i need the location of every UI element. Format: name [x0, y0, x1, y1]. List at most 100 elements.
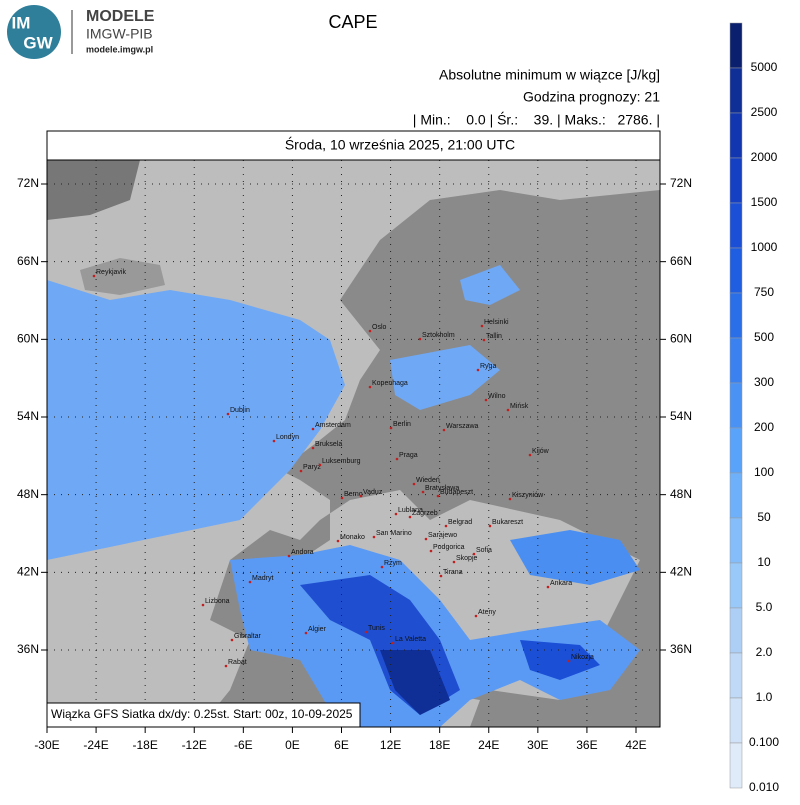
- lat-label: 66N: [670, 254, 692, 268]
- city: Londyn: [276, 434, 299, 441]
- lon-label: -30E: [34, 738, 59, 752]
- city: Bratysława: [425, 485, 459, 492]
- axis-labels: -30E -24E -18E -12E -6E 0E 6E 12E 18E 24E 30E 36E 42…: [17, 176, 692, 752]
- city-dot: [368, 329, 372, 333]
- lon-label: 24E: [478, 738, 499, 752]
- cape-field: [47, 280, 345, 560]
- cape-field: [380, 650, 450, 715]
- colorbar-label: 0.010: [749, 780, 779, 794]
- colorbar-swatch: [729, 562, 743, 609]
- city: Sarajewo: [428, 532, 457, 539]
- city-dot: [484, 398, 488, 402]
- city: San Marino: [376, 530, 412, 537]
- brand: MODELE: [86, 8, 155, 25]
- lat-label: 36N: [17, 642, 39, 656]
- logo-text: IM: [12, 13, 31, 32]
- colorbar-swatch: [729, 382, 743, 429]
- city: Bruksela: [315, 441, 342, 448]
- city: Berno: [344, 491, 363, 498]
- lat-label: 60N: [670, 332, 692, 346]
- city: Luksemburg: [322, 458, 361, 465]
- city: Tirana: [443, 569, 463, 576]
- city-dot: [436, 494, 440, 498]
- city-dot: [299, 469, 303, 473]
- city: Podgorica: [433, 544, 465, 551]
- lon-label: -18E: [132, 738, 157, 752]
- city: Belgrad: [448, 519, 472, 526]
- colorbar-swatch: [729, 22, 743, 69]
- lon-label: 30E: [527, 738, 548, 752]
- colorbar-label: 10: [757, 555, 771, 569]
- city-dot: [394, 512, 398, 516]
- lon-label: -12E: [182, 738, 207, 752]
- city: Tunis: [368, 625, 385, 632]
- city: Andora: [291, 549, 314, 556]
- city-dot: [391, 641, 395, 645]
- city-dot: [472, 552, 476, 556]
- city: Rzym: [384, 560, 402, 567]
- city-dot: [368, 385, 372, 389]
- city-dot: [389, 426, 393, 430]
- colorbar-swatch: [729, 157, 743, 204]
- city: Ateny: [478, 609, 496, 616]
- city-dot: [418, 337, 422, 341]
- footer-box: [47, 702, 361, 727]
- lon-label: 0E: [285, 738, 300, 752]
- city: Mińsk: [510, 403, 529, 410]
- city: Kiszyniów: [512, 492, 544, 499]
- city: Vaduz: [363, 489, 383, 496]
- date: Środa, 10 września 2025, 21:00 UTC: [285, 136, 515, 153]
- city-dot: [311, 446, 315, 450]
- city-dot: [444, 524, 448, 528]
- city: Berlin: [393, 421, 411, 428]
- city-dot: [311, 427, 315, 431]
- colorbar: 5000 2500 2000 1500 1000 750 500 300 200 100 50 10 5…: [729, 22, 779, 794]
- colorbar-label: 300: [754, 375, 774, 389]
- city: Budapeszt: [440, 489, 473, 496]
- logo-circle: [7, 5, 61, 59]
- city-dot: [230, 638, 234, 642]
- city-dot: [364, 630, 368, 634]
- forecast-hour: Godzina prognozy: 21: [523, 89, 660, 105]
- city: Sofia: [476, 547, 492, 554]
- colorbar-label: 1000: [751, 240, 778, 254]
- city: Warszawa: [446, 423, 479, 430]
- colorbar-swatch: [729, 607, 743, 654]
- lat-label: 42N: [17, 565, 39, 579]
- city-dot: [359, 494, 363, 498]
- lon-label: 42E: [625, 738, 646, 752]
- city-dot: [546, 585, 550, 589]
- colorbar-swatch: [729, 337, 743, 384]
- lat-label: 48N: [17, 487, 39, 501]
- colorbar-swatch: [729, 742, 743, 789]
- city-dot: [488, 524, 492, 528]
- city-dot: [439, 574, 443, 578]
- city-dot: [380, 565, 384, 569]
- cape-field: [390, 345, 500, 410]
- city-dot: [508, 497, 512, 501]
- lon-label: 12E: [380, 738, 401, 752]
- city: Kopenhaga: [372, 380, 408, 387]
- colorbar-label: 200: [754, 420, 774, 434]
- city-dot: [395, 457, 399, 461]
- city-dot: [482, 338, 486, 342]
- city: Nikozja: [571, 654, 594, 661]
- city: Bukareszt: [492, 519, 523, 526]
- lon-label: 36E: [576, 738, 597, 752]
- city-dot: [287, 554, 291, 558]
- city: Ankara: [550, 580, 572, 587]
- colorbar-label: 500: [754, 330, 774, 344]
- map: Reykjavik Oslo Sztokholm Helsinki Tallin…: [47, 160, 660, 727]
- lat-label: 54N: [670, 409, 692, 423]
- colorbar-label: 2.0: [756, 645, 773, 659]
- cities: Reykjavik Oslo Sztokholm Helsinki Tallin…: [92, 269, 594, 668]
- city-dot: [336, 539, 340, 543]
- city-dot: [248, 580, 252, 584]
- colorbar-label: 50: [757, 510, 771, 524]
- city: Tallin: [486, 333, 502, 340]
- city: Sztokholm: [422, 332, 455, 339]
- lat-label: 72N: [670, 176, 692, 190]
- city-dot: [372, 535, 376, 539]
- city-dot: [424, 537, 428, 541]
